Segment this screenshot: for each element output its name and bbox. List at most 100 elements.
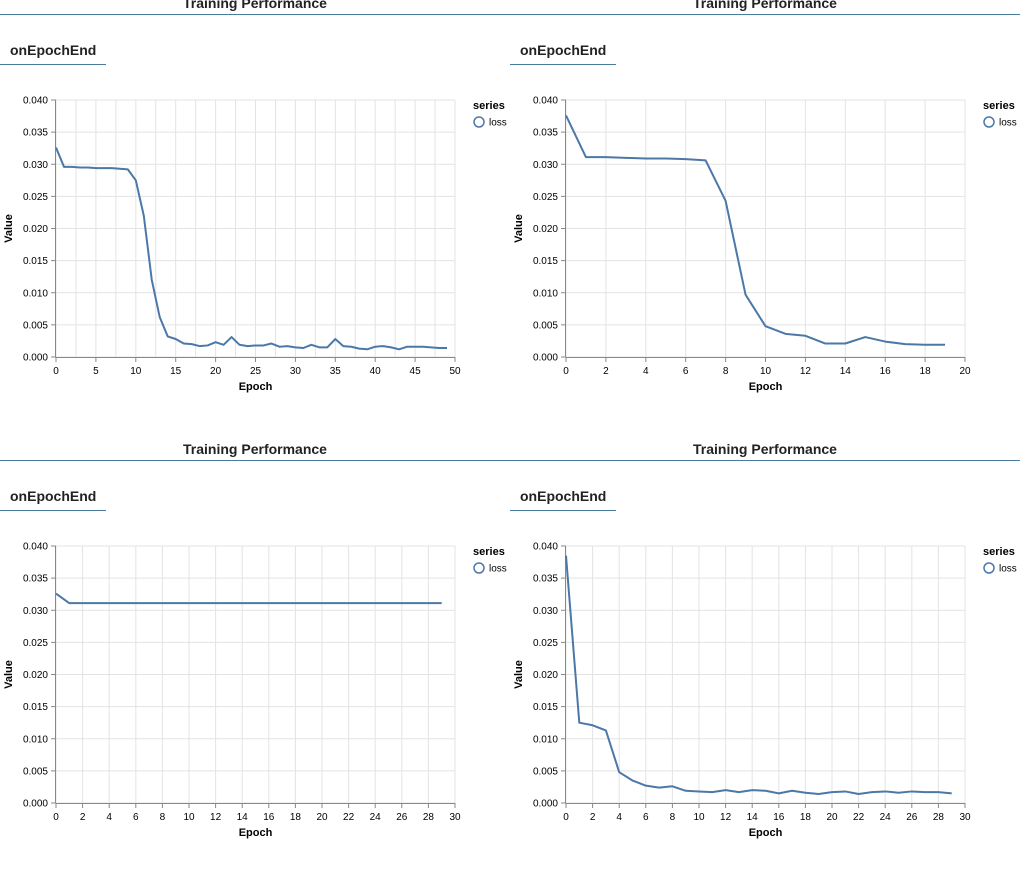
y-tick-label: 0.020 — [23, 670, 48, 681]
y-tick-label: 0.005 — [533, 766, 558, 777]
x-tick-label: 2 — [603, 366, 609, 377]
legend-symbol[interactable] — [983, 562, 995, 574]
x-tick-label: 24 — [880, 812, 892, 823]
legend-symbol[interactable] — [983, 116, 995, 128]
series-line-loss — [565, 555, 952, 795]
x-tick-label: 4 — [106, 812, 112, 823]
x-tick-label: 35 — [330, 366, 342, 377]
x-tick-label: 4 — [616, 812, 622, 823]
chart-panel: Training Performance onEpochEnd 0 2 4 6 8 10 1… — [510, 442, 1020, 888]
legend-symbol[interactable] — [473, 116, 485, 128]
y-tick-label: 0.015 — [533, 702, 558, 713]
x-tick-label: 4 — [643, 366, 649, 377]
legend: series loss — [473, 546, 507, 575]
legend-label[interactable]: loss — [999, 118, 1017, 129]
tab-label[interactable]: onEpochEnd — [10, 42, 97, 58]
title-divider — [510, 14, 1020, 15]
y-tick-label: 0.030 — [23, 606, 48, 617]
x-tick-label: 0 — [563, 366, 569, 377]
x-tick-label: 6 — [683, 366, 689, 377]
x-tick-label: 10 — [130, 366, 142, 377]
panel-title: Training Performance — [693, 0, 837, 11]
x-tick-label: 12 — [210, 812, 222, 823]
y-tick-label: 0.020 — [533, 670, 558, 681]
legend-title: series — [473, 100, 505, 112]
y-tick-label: 0.010 — [23, 734, 48, 745]
legend-title: series — [473, 546, 505, 558]
x-tick-label: 0 — [53, 812, 59, 823]
x-tick-label: 16 — [880, 366, 892, 377]
x-tick-label: 20 — [959, 366, 971, 377]
y-tick-label: 0.040 — [533, 542, 558, 553]
x-tick-label: 30 — [449, 812, 461, 823]
legend: series loss — [983, 546, 1017, 575]
line-chart: 0 2 4 6 8 10 12 14 16 18 20 22 24 26 28 300.0000.0050.0… — [3, 542, 507, 840]
x-tick-label: 30 — [290, 366, 302, 377]
x-tick-label: 5 — [93, 366, 99, 377]
panel-title: Training Performance — [183, 441, 327, 457]
y-axis-title: Value — [513, 214, 525, 243]
x-tick-label: 40 — [370, 366, 382, 377]
x-tick-label: 0 — [53, 366, 59, 377]
legend-label[interactable]: loss — [999, 564, 1017, 575]
x-axis-title: Epoch — [239, 381, 273, 393]
x-tick-label: 15 — [170, 366, 182, 377]
x-tick-label: 16 — [773, 812, 785, 823]
x-axis-title: Epoch — [749, 827, 783, 839]
y-tick-label: 0.005 — [533, 320, 558, 331]
x-tick-label: 50 — [449, 366, 461, 377]
x-tick-label: 12 — [720, 812, 732, 823]
grid-lines — [55, 99, 456, 358]
y-tick-label: 0.040 — [23, 542, 48, 553]
x-tick-label: 8 — [160, 812, 166, 823]
x-axis-title: Epoch — [239, 827, 273, 839]
title-divider — [0, 14, 510, 15]
y-tick-label: 0.010 — [23, 288, 48, 299]
grid-lines — [565, 545, 966, 804]
x-tick-label: 28 — [933, 812, 945, 823]
x-tick-label: 22 — [343, 812, 355, 823]
tab-label[interactable]: onEpochEnd — [520, 488, 607, 504]
x-tick-label: 6 — [133, 812, 139, 823]
x-tick-label: 18 — [800, 812, 812, 823]
line-chart: 0 5 10 15 20 25 30 35 40 45 50 0.000 0.005 0.010 0.015… — [3, 96, 507, 394]
x-tick-label: 8 — [723, 366, 729, 377]
x-tick-label: 10 — [183, 812, 195, 823]
x-tick-label: 0 — [563, 812, 569, 823]
panel-title: Training Performance — [183, 0, 327, 11]
x-axis-title: Epoch — [749, 381, 783, 393]
y-tick-label: 0.030 — [23, 160, 48, 171]
y-tick-label: 0.035 — [23, 128, 48, 139]
legend: series loss — [473, 100, 507, 129]
y-axis-title: Value — [3, 660, 15, 689]
line-chart: 0 2 4 6 8 10 12 14 16 18 20 0.000 0.005 0.010 0.015 0.0… — [513, 96, 1017, 394]
x-tick-label: 30 — [959, 812, 971, 823]
tab-label[interactable]: onEpochEnd — [520, 42, 607, 58]
panel-title: Training Performance — [693, 441, 837, 457]
legend-label[interactable]: loss — [489, 118, 507, 129]
legend-symbol[interactable] — [473, 562, 485, 574]
tab-label[interactable]: onEpochEnd — [10, 488, 97, 504]
y-tick-label: 0.025 — [23, 192, 48, 203]
y-tick-label: 0.025 — [23, 638, 48, 649]
chart-panel: Training Performance onEpochEnd 0 2 4 6 8 10 1… — [0, 442, 510, 888]
x-tick-label: 24 — [370, 812, 382, 823]
y-tick-label: 0.005 — [23, 766, 48, 777]
y-tick-label: 0.000 — [23, 799, 48, 810]
x-tick-label: 18 — [290, 812, 302, 823]
line-chart: 0 2 4 6 8 10 12 14 16 18 20 22 24 26 28 300.0000.0050.0… — [513, 542, 1017, 840]
y-tick-label: 0.035 — [533, 128, 558, 139]
x-tick-label: 20 — [316, 812, 328, 823]
legend-label[interactable]: loss — [489, 564, 507, 575]
y-tick-label: 0.000 — [533, 353, 558, 364]
series-line-loss — [55, 592, 442, 605]
y-tick-label: 0.025 — [533, 638, 558, 649]
x-tick-label: 26 — [396, 812, 408, 823]
x-tick-label: 18 — [920, 366, 932, 377]
x-tick-label: 14 — [840, 366, 852, 377]
x-tick-label: 2 — [80, 812, 86, 823]
x-tick-label: 45 — [410, 366, 422, 377]
y-tick-label: 0.015 — [533, 256, 558, 267]
x-tick-label: 14 — [747, 812, 759, 823]
x-tick-label: 10 — [693, 812, 705, 823]
